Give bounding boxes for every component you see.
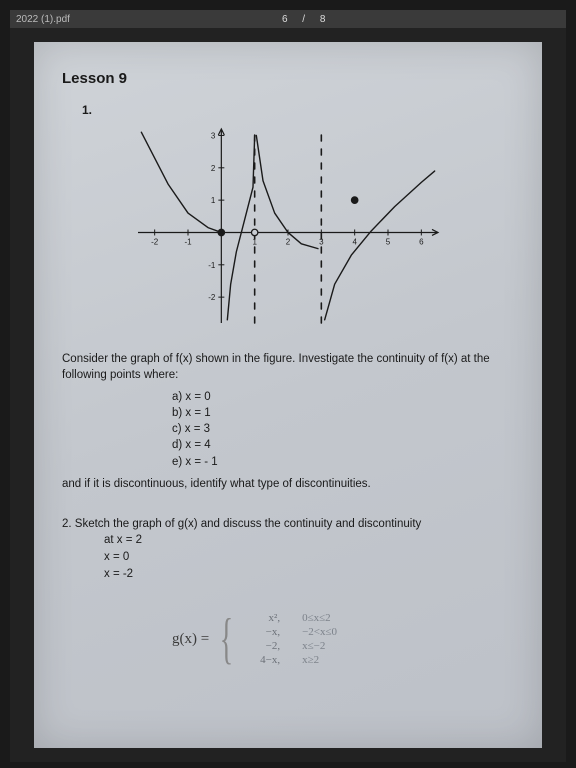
q1-point-b: b) x = 1 [172,405,514,421]
svg-text:6: 6 [419,237,424,246]
svg-text:3: 3 [211,131,216,140]
svg-text:5: 5 [386,237,391,246]
svg-text:2: 2 [286,237,291,246]
lesson-title: Lesson 9 [62,70,514,87]
piecewise-expr: 4−x, [246,654,280,666]
brace-icon: { [220,617,233,662]
piecewise-cond: 0≤x≤2 [302,612,331,624]
svg-text:-2: -2 [151,237,159,246]
piecewise-row: x², 0≤x≤2 [246,612,337,624]
q1-point-e: e) x = - 1 [172,454,514,470]
q1-followup: and if it is discontinuous, identify wha… [62,476,514,492]
q1-point-a: a) x = 0 [172,389,514,405]
piecewise-expr: −2, [246,640,280,652]
q1-points-list: a) x = 0 b) x = 1 c) x = 3 d) x = 4 e) x… [172,389,514,469]
q1-point-d: d) x = 4 [172,437,514,453]
svg-text:-1: -1 [184,237,192,246]
svg-text:1: 1 [211,196,216,205]
piecewise-row: −x, −2<x≤0 [246,626,337,638]
svg-text:-2: -2 [208,293,216,302]
q2-line-1: at x = 2 [104,532,514,549]
piecewise-cond: x≤−2 [302,640,325,652]
piecewise-cond: x≥2 [302,654,319,666]
filename-label: 2022 (1).pdf [16,14,70,25]
page-content: Lesson 9 1. -2-1123456-2-1123 Consider t… [34,42,542,748]
q2-line-3: x = -2 [104,566,514,583]
piecewise-row: 4−x, x≥2 [246,654,337,666]
q1-prompt: Consider the graph of f(x) shown in the … [62,351,514,383]
piecewise-lhs: g(x) = [172,631,209,648]
q2-line-2: x = 0 [104,549,514,566]
piecewise-expr: x², [246,612,280,624]
svg-text:-1: -1 [208,261,216,270]
screen-frame: 2022 (1).pdf 6 / 8 Lesson 9 1. -2 -1 1 2 3 4 5… [0,0,576,768]
piecewise-function: g(x) = { x², 0≤x≤2 −x, −2<x≤0 −2, x≤−2 4−x, x≥2 [172,612,514,666]
pdf-header-bar: 2022 (1).pdf 6 / 8 [10,10,566,28]
svg-text:2: 2 [211,164,216,173]
question-2: 2. Sketch the graph of g(x) and discuss … [62,516,514,583]
piecewise-rows: x², 0≤x≤2 −x, −2<x≤0 −2, x≤−2 4−x, x≥2 [246,612,337,666]
piecewise-cond: −2<x≤0 [302,626,337,638]
piecewise-expr: −x, [246,626,280,638]
piecewise-row: −2, x≤−2 [246,640,337,652]
graph-svg: -2-1123456-2-1123 [128,121,448,331]
question-1-number: 1. [82,103,514,117]
svg-text:4: 4 [352,237,357,246]
q2-prompt: 2. Sketch the graph of g(x) and discuss … [62,516,514,533]
page-nav: 6 / 8 [282,14,331,25]
graph-figure: -2-1123456-2-1123 [128,121,448,331]
q1-point-c: c) x = 3 [172,421,514,437]
